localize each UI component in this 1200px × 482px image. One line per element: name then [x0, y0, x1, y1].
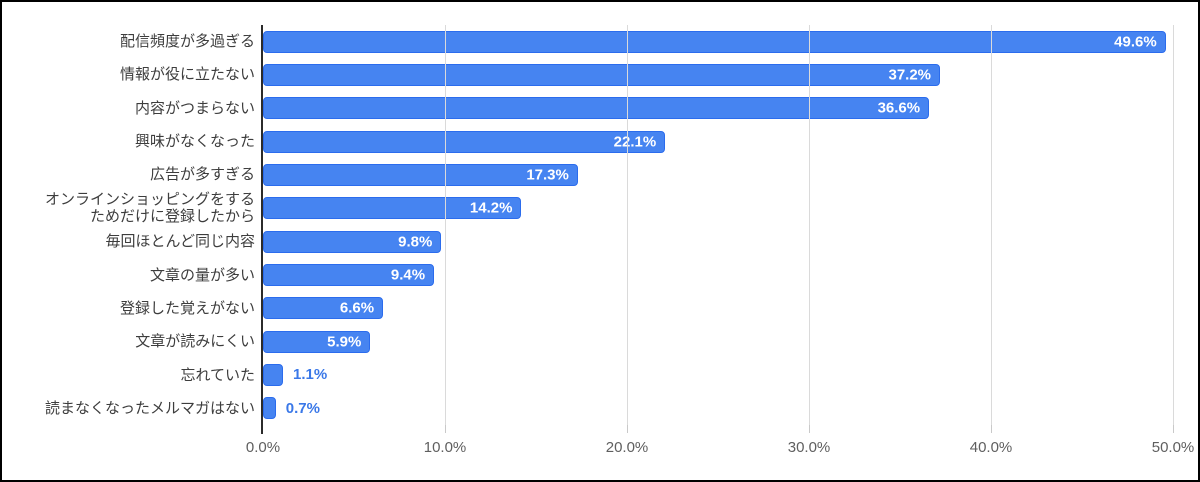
category-label: 文章が読みにくい	[135, 333, 255, 351]
category-axis: 配信頻度が多過ぎる 情報が役に立たない内容がつまらない 興味がなくなった広告が多すぎ…	[2, 25, 255, 425]
bar: 9.4%	[263, 263, 435, 286]
value-label: 17.3%	[526, 166, 569, 184]
bar: 9.8%	[263, 230, 442, 253]
category-label: 内容がつまらない	[134, 99, 255, 117]
bar: 22.1%	[263, 130, 666, 153]
x-tick-label: 20.0%	[605, 439, 649, 456]
value-label: 49.6%	[1114, 33, 1157, 51]
category-label: 毎回ほとんど同じ内容	[105, 233, 255, 251]
x-tick	[1173, 425, 1174, 433]
value-label: 9.8%	[398, 233, 433, 251]
bar: 49.6%	[263, 30, 1166, 53]
value-label: 36.6%	[877, 99, 921, 117]
bar: 5.9%	[263, 330, 371, 353]
chart-row: 5.9%	[263, 325, 1173, 358]
x-tick-label: 0.0%	[245, 439, 281, 456]
x-tick	[627, 425, 628, 433]
x-tick-label: 10.0%	[423, 439, 467, 456]
bar	[263, 363, 284, 386]
chart-row: 9.8%	[263, 225, 1173, 258]
category-label: 情報が役に立たない	[119, 66, 255, 84]
x-tick	[809, 425, 810, 433]
x-tick-label: 40.0%	[969, 439, 1013, 456]
x-tick	[445, 425, 446, 433]
chart-row: 17.3%	[263, 158, 1173, 191]
category-label: 読まなくなったメルマガはない	[44, 399, 255, 417]
value-label: 5.9%	[327, 333, 362, 351]
gridline	[445, 25, 446, 425]
value-label: 9.4%	[390, 266, 426, 284]
chart-row: 36.6%	[263, 92, 1173, 125]
chart-row: 22.1%	[263, 125, 1173, 158]
value-label: 37.2%	[888, 66, 932, 84]
chart-row: 6.6%	[263, 292, 1173, 325]
bar: 17.3%	[263, 163, 578, 186]
gridline	[809, 25, 810, 425]
chart-row: 0.7%	[263, 392, 1173, 425]
value-label: 1.1%	[293, 366, 328, 384]
category-label: 配信頻度が多過ぎる	[119, 33, 255, 51]
gridline	[627, 25, 628, 425]
bar	[263, 397, 276, 420]
value-axis: 0.0% 10.0% 20.0% 30.0% 40.0% 50.0%	[246, 439, 1194, 461]
x-tick	[991, 425, 992, 433]
chart-row: 49.6%	[263, 25, 1173, 58]
value-label: 6.6%	[339, 299, 375, 317]
category-label: 忘れていた	[180, 366, 255, 384]
bar-rows: 49.6% 37.2% 36.6% 22.1% 17.3% 14.2% 9.8% 9.4% 6.…	[263, 25, 1173, 425]
gridline	[1173, 25, 1174, 425]
chart-row: 37.2%	[263, 58, 1173, 91]
chart-row: 1.1%	[263, 358, 1173, 391]
category-label: オンラインショッピングをする ためだけに登録したから	[44, 191, 255, 226]
category-label: 興味がなくなった	[134, 132, 255, 150]
chart-row: 14.2%	[263, 192, 1173, 225]
value-label: 14.2%	[469, 199, 513, 217]
value-label: 0.7%	[285, 399, 320, 417]
bar: 14.2%	[263, 197, 522, 220]
x-tick-label: 50.0%	[1151, 439, 1195, 456]
bar: 36.6%	[263, 97, 930, 120]
x-tick-label: 30.0%	[787, 439, 831, 456]
value-label: 22.1%	[613, 133, 657, 151]
plot-area: 49.6% 37.2% 36.6% 22.1% 17.3% 14.2% 9.8% 9.4% 6.…	[261, 25, 1174, 434]
y-axis-line	[261, 25, 263, 434]
category-label: 登録した覚えがない	[119, 299, 255, 317]
bar: 37.2%	[263, 63, 941, 86]
category-label: 広告が多すぎる	[149, 166, 255, 184]
bar: 6.6%	[263, 297, 384, 320]
chart-row: 9.4%	[263, 258, 1173, 291]
category-label: 文章の量が多い	[149, 266, 255, 284]
gridline	[991, 25, 992, 425]
